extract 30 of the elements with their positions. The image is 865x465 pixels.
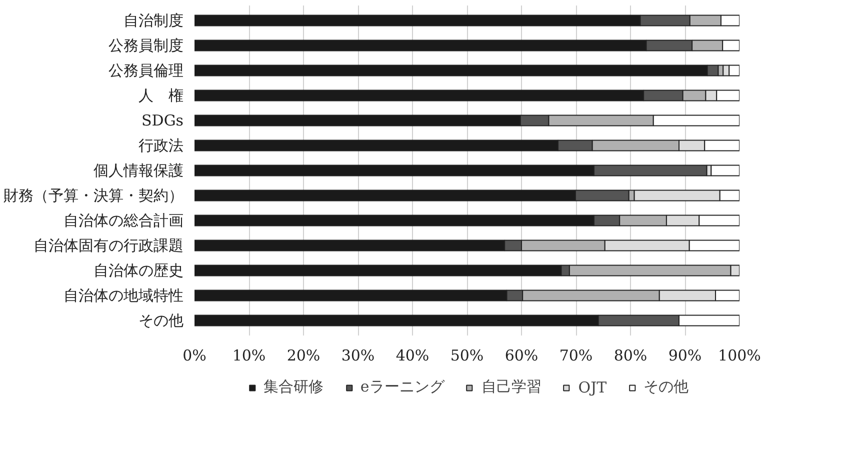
y-tick-label: 財務（予算・決算・契約） xyxy=(4,186,184,204)
y-tick-label: 自治体の歴史 xyxy=(94,262,184,280)
x-tick-label: 0% xyxy=(182,346,206,364)
x-tick-label: 90% xyxy=(668,346,702,364)
x-tick-label: 50% xyxy=(450,346,484,364)
legend-label: OJT xyxy=(578,378,607,396)
legend-label: eラーニング xyxy=(360,378,444,396)
y-tick-label: 行政法 xyxy=(138,136,184,154)
legend-label: 集合研修 xyxy=(263,378,324,396)
x-tick-label: 80% xyxy=(614,346,648,364)
x-tick-label: 20% xyxy=(286,346,320,364)
x-tick-label: 100% xyxy=(718,346,761,364)
legend-label: その他 xyxy=(644,378,689,396)
y-tick-label: 自治体固有の行政課題 xyxy=(34,236,184,254)
x-tick-label: 10% xyxy=(232,346,266,364)
bar xyxy=(710,164,740,176)
y-tick-label: その他 xyxy=(138,312,184,330)
y-tick-label: 公務員制度 xyxy=(108,36,184,54)
x-tick-label: 30% xyxy=(341,346,375,364)
y-tick-label: 自治体の地域特性 xyxy=(64,286,184,304)
x-tick-label: 70% xyxy=(559,346,593,364)
y-tick-label: 人 権 xyxy=(138,86,184,104)
x-tick-label: 40% xyxy=(396,346,430,364)
y-tick-label: 公務員倫理 xyxy=(108,62,184,80)
x-tick-label: 60% xyxy=(504,346,538,364)
y-tick-label: 自治制度 xyxy=(124,12,184,30)
legend-label: 自己学習 xyxy=(481,378,542,396)
y-tick-label: SDGs xyxy=(142,112,184,130)
y-tick-label: 自治体の総合計画 xyxy=(64,212,184,230)
y-tick-label: 個人情報保護 xyxy=(94,162,184,180)
